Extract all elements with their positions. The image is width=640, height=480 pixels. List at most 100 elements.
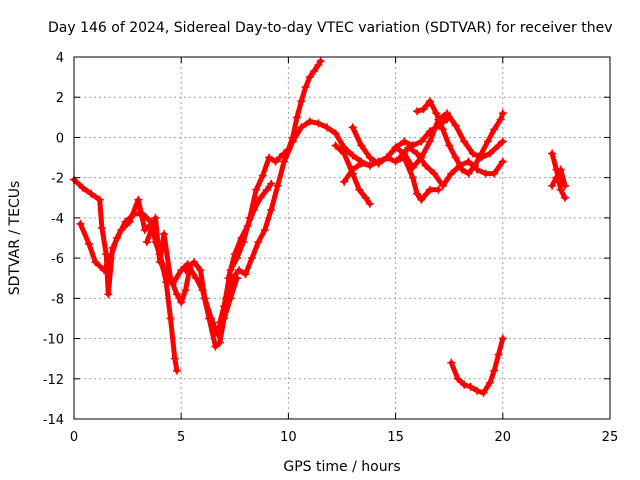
data-point — [560, 193, 569, 202]
data-point — [361, 193, 370, 202]
data-point — [404, 143, 413, 152]
data-point — [357, 159, 366, 168]
data-point — [211, 342, 220, 351]
data-point — [443, 109, 452, 118]
data-point — [483, 137, 492, 146]
data-point — [357, 141, 366, 150]
data-point — [256, 193, 265, 202]
y-tick-label: -12 — [43, 373, 64, 388]
data-point — [192, 274, 201, 283]
data-point — [267, 205, 276, 214]
data-point — [215, 338, 224, 347]
data-point — [207, 314, 216, 323]
data-point — [548, 149, 557, 158]
series-track-12 — [447, 334, 507, 397]
data-point — [166, 274, 175, 283]
data-point — [425, 137, 434, 146]
data-point — [447, 169, 456, 178]
data-point — [421, 161, 430, 170]
data-point — [121, 217, 130, 226]
data-point — [316, 57, 325, 66]
data-point — [481, 169, 490, 178]
y-tick-label: 4 — [56, 51, 64, 66]
data-point — [181, 266, 190, 275]
data-point — [451, 121, 460, 130]
data-point — [556, 165, 565, 174]
data-point — [438, 181, 447, 190]
data-point — [160, 229, 169, 238]
data-point — [297, 123, 306, 132]
x-tick-label: 25 — [602, 430, 619, 445]
data-point — [490, 125, 499, 134]
data-point — [417, 195, 426, 204]
data-point — [413, 149, 422, 158]
data-point — [177, 298, 186, 307]
data-point — [151, 213, 160, 222]
data-point — [485, 378, 494, 387]
data-point — [464, 169, 473, 178]
series-layer — [70, 57, 569, 397]
data-point — [432, 109, 441, 118]
data-point — [76, 219, 85, 228]
x-tick-label: 20 — [495, 430, 512, 445]
data-point — [235, 266, 244, 275]
series-line — [448, 336, 506, 396]
x-tick-label: 10 — [280, 430, 297, 445]
data-point — [280, 157, 289, 166]
data-point — [365, 199, 374, 208]
plot-frame — [73, 56, 611, 420]
data-point — [78, 183, 87, 192]
data-point — [479, 388, 488, 397]
x-tick-label: 0 — [70, 430, 78, 445]
data-point — [331, 141, 340, 150]
data-point — [265, 153, 274, 162]
data-point — [87, 189, 96, 198]
data-point — [305, 117, 314, 126]
data-point — [460, 137, 469, 146]
data-point — [451, 153, 460, 162]
data-point — [322, 123, 331, 132]
data-point — [413, 107, 422, 116]
y-tick-label: 0 — [56, 131, 64, 146]
data-point — [172, 366, 181, 375]
data-point — [91, 258, 100, 267]
data-point — [252, 185, 261, 194]
data-point — [445, 141, 454, 150]
data-point — [102, 250, 111, 259]
data-point — [464, 157, 473, 166]
data-point — [200, 294, 209, 303]
data-point — [254, 238, 263, 247]
data-point — [556, 185, 565, 194]
data-point — [262, 185, 271, 194]
data-point — [400, 137, 409, 146]
data-point — [425, 185, 434, 194]
x-tick-label: 5 — [177, 430, 185, 445]
data-point — [142, 238, 151, 247]
data-point — [453, 374, 462, 383]
data-point — [275, 153, 284, 162]
data-point — [496, 115, 505, 124]
data-point — [485, 149, 494, 158]
data-point — [230, 250, 239, 259]
data-point — [552, 173, 561, 182]
data-point — [190, 258, 199, 267]
data-point — [560, 181, 569, 190]
data-point — [196, 266, 205, 275]
x-tick-label: 15 — [387, 430, 404, 445]
data-point — [314, 61, 323, 70]
data-point — [271, 157, 280, 166]
data-point — [365, 153, 374, 162]
y-tick-label: -14 — [43, 413, 64, 428]
data-point — [155, 258, 164, 267]
data-point — [100, 266, 109, 275]
data-point — [434, 185, 443, 194]
data-point — [447, 358, 456, 367]
data-point — [273, 181, 282, 190]
data-point — [460, 380, 469, 389]
series-line — [549, 167, 568, 189]
data-point — [310, 67, 319, 76]
data-point — [391, 157, 400, 166]
